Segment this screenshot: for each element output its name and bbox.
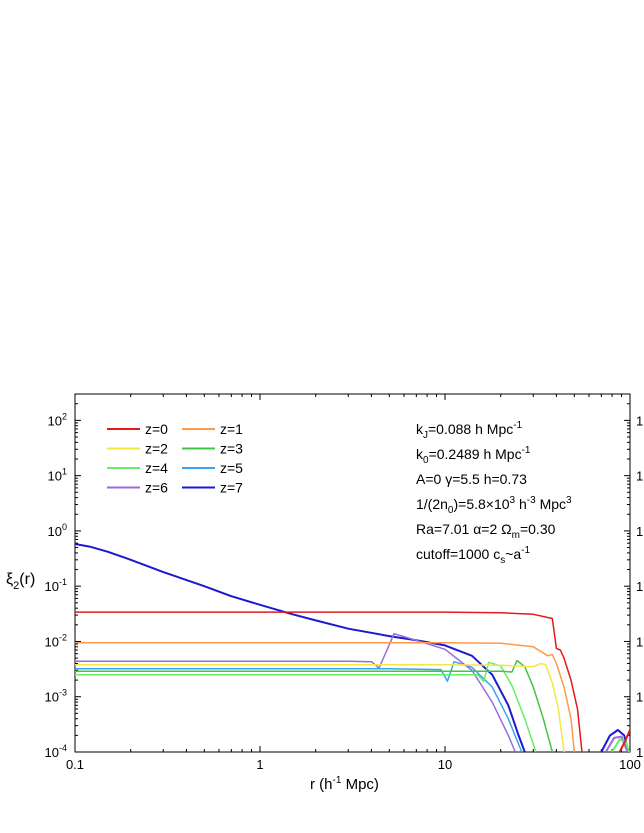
x-tick-label: 100 [619, 757, 641, 772]
series-line-z1 [75, 641, 576, 752]
y-tick-label: 101 [48, 467, 67, 484]
x-tick-label: 0.1 [66, 757, 84, 772]
y-tick-label-right: 1 [636, 634, 643, 649]
y-tick-label: 10-1 [45, 577, 67, 594]
legend-label-z0: z=0 [145, 421, 168, 437]
y-tick-label: 102 [48, 411, 67, 428]
y-tick-label-right: 1 [636, 579, 643, 594]
x-axis-label: r (h-1 Mpc) [310, 775, 379, 793]
series-line-z7 [75, 543, 526, 752]
legend-label-z3: z=3 [220, 441, 243, 457]
y-tick-label-right: 1 [636, 745, 643, 760]
annotation-line: 1/(2n0)=5.8×103 h-3 Mpc3 [416, 495, 572, 516]
series-tail-z4 [611, 738, 630, 752]
series-line-z6 [75, 632, 516, 752]
y-tick-label: 10-2 [45, 632, 67, 649]
legend-label-z4: z=4 [145, 460, 168, 476]
series-line-z0 [75, 611, 583, 752]
legend: z=0 z=1 z=2 z=3 z=4 z=5 z=6 z=7 [107, 421, 243, 496]
annotation-line: Ra=7.01 α=2 Ωm=0.30 [416, 521, 556, 541]
y-tick-label: 10-4 [45, 743, 67, 760]
y-tick-label: 100 [48, 522, 67, 539]
y-tick-label: 10-3 [45, 688, 67, 705]
y-tick-label-right: 1 [636, 690, 643, 705]
plot-frame [74, 393, 631, 753]
series-line-z4 [75, 661, 537, 752]
annotation-line: A=0 γ=5.5 h=0.73 [416, 471, 527, 487]
y-tick-label-right: 1 [636, 524, 643, 539]
series-layer [75, 543, 630, 752]
series-tail-z0 [618, 729, 630, 752]
legend-label-z1: z=1 [220, 421, 243, 437]
legend-label-z6: z=6 [145, 480, 168, 496]
legend-label-z5: z=5 [220, 460, 243, 476]
legend-label-z2: z=2 [145, 441, 168, 457]
y-tick-label-right: 1 [636, 469, 643, 484]
parameter-annotations: kJ=0.088 h Mpc-1 k0=0.2489 h Mpc-1 A=0 γ=5… [416, 420, 572, 566]
annotation-line: k0=0.2489 h Mpc-1 [416, 445, 531, 466]
x-tick-label: 1 [256, 757, 263, 772]
y-axis-label: ξ2(r) [6, 571, 35, 592]
x-tick-label: 10 [438, 757, 452, 772]
annotation-line: kJ=0.088 h Mpc-1 [416, 420, 523, 441]
series-line-z2 [75, 662, 565, 752]
legend-label-z7: z=7 [220, 480, 243, 496]
y-tick-label-right: 1 [636, 413, 643, 428]
annotation-line: cutoff=1000 cs~a-1 [416, 545, 531, 566]
